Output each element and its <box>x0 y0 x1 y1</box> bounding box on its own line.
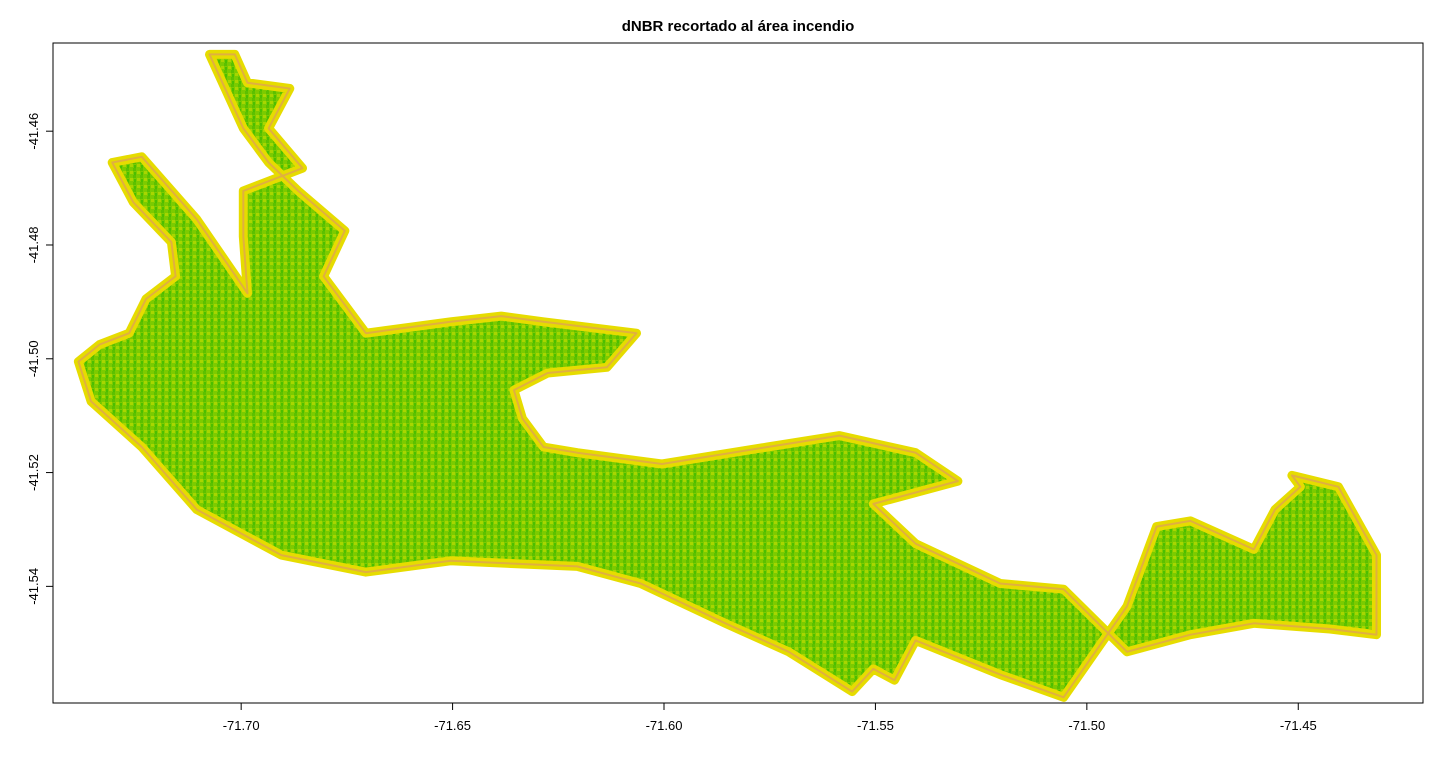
y-tick-label: -41.52 <box>26 454 41 491</box>
chart-title: dNBR recortado al área incendio <box>622 18 855 35</box>
y-tick-label: -41.50 <box>26 340 41 377</box>
y-tick-label: -41.54 <box>26 568 41 605</box>
x-tick-label: -71.60 <box>646 718 683 733</box>
x-axis: -71.70 -71.65 -71.60 -71.55 -71.50 -71.45 <box>223 702 1317 733</box>
burned-area-edge <box>77 53 1378 699</box>
y-tick-label: -41.46 <box>26 113 41 150</box>
x-tick-label: -71.55 <box>857 718 894 733</box>
burned-area-raster <box>73 49 1381 702</box>
x-tick-label: -71.50 <box>1068 718 1105 733</box>
x-tick-label: -71.70 <box>223 718 260 733</box>
x-tick-label: -71.45 <box>1280 718 1317 733</box>
raster-layer <box>73 49 1381 702</box>
y-axis: -41.46 -41.48 -41.50 -41.52 -41.54 <box>26 113 54 605</box>
x-tick-label: -71.65 <box>434 718 471 733</box>
y-tick-label: -41.48 <box>26 227 41 264</box>
